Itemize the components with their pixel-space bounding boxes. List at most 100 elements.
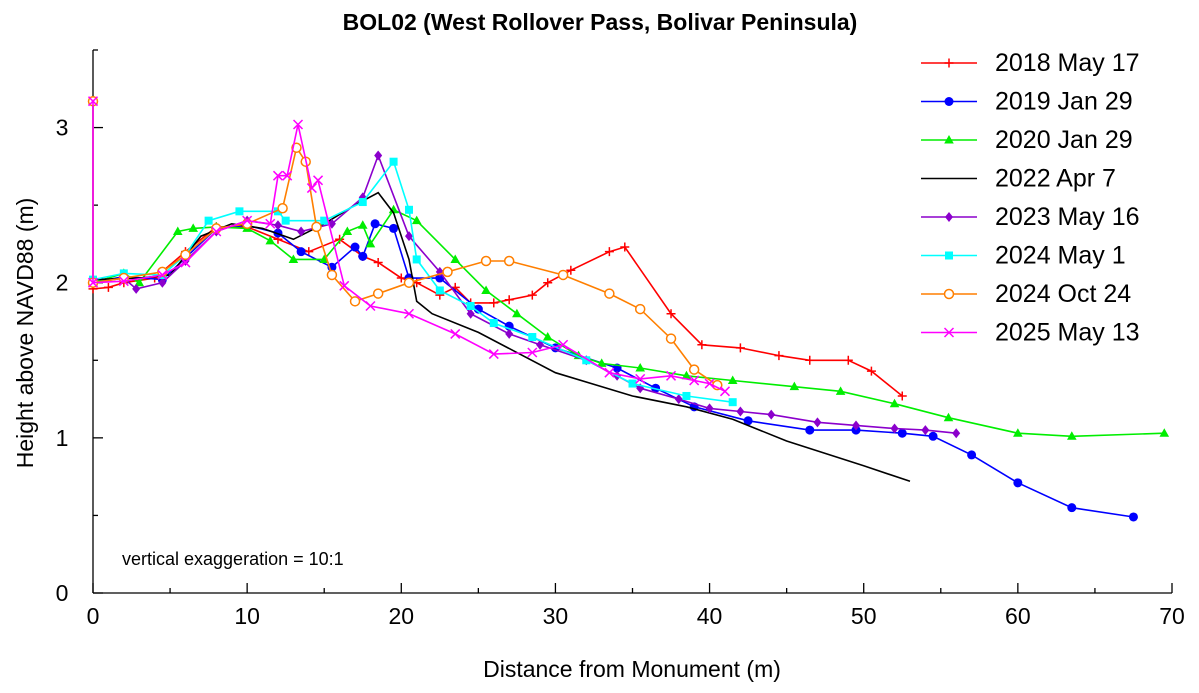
data-point: [967, 450, 977, 460]
data-point: [411, 215, 422, 225]
data-point: [635, 373, 646, 384]
data-point: [118, 276, 129, 287]
data-point: [132, 283, 141, 294]
data-point: [292, 119, 304, 130]
legend-swatch-marker: [943, 288, 955, 300]
legend-swatch-marker: [945, 251, 953, 260]
data-point: [558, 339, 569, 350]
legend-item: 2019 Jan 29: [921, 88, 1133, 116]
chart-title: BOL02 (West Rollover Pass, Bolivar Penin…: [343, 9, 858, 35]
data-point: [265, 235, 276, 245]
legend-item: 2025 May 13: [921, 319, 1140, 347]
data-point: [666, 370, 677, 381]
data-point: [365, 300, 376, 312]
series-line: [92, 101, 1134, 518]
data-point: [488, 349, 499, 360]
data-point: [897, 428, 907, 438]
legend-label: 2019 Jan 29: [995, 88, 1133, 116]
data-point: [370, 219, 380, 229]
data-point: [466, 308, 475, 319]
data-point: [134, 277, 145, 287]
y-tick-label: 1: [56, 425, 69, 451]
legend-item: 2020 Jan 29: [921, 126, 1133, 154]
data-point: [365, 238, 376, 248]
data-point: [681, 370, 692, 380]
data-point: [688, 364, 700, 375]
data-point: [188, 223, 198, 232]
data-point: [339, 280, 350, 291]
data-point: [728, 398, 737, 407]
data-point: [743, 416, 753, 426]
data-point: [889, 398, 900, 408]
data-point: [505, 328, 514, 339]
data-point: [852, 420, 861, 431]
data-point: [403, 308, 415, 319]
legend-item: 2024 Oct 24: [921, 280, 1131, 308]
data-point: [727, 375, 738, 384]
data-point: [504, 295, 514, 305]
data-point: [489, 319, 498, 328]
data-point: [342, 226, 353, 236]
data-point: [634, 303, 646, 315]
data-point: [682, 391, 691, 400]
legend-item: 2022 Apr 7: [921, 165, 1116, 193]
series-3: [92, 101, 911, 483]
data-point: [1067, 503, 1077, 513]
data-point: [921, 425, 930, 436]
data-point: [489, 298, 499, 308]
data-point: [503, 255, 515, 267]
data-point: [450, 254, 461, 263]
data-point: [897, 391, 907, 401]
data-point: [374, 150, 383, 161]
annotation-text: vertical exaggeration = 10:1: [122, 549, 344, 569]
x-tick-label: 0: [87, 603, 100, 629]
legend-swatch-marker: [944, 97, 954, 106]
data-point: [1013, 428, 1023, 437]
data-point: [943, 412, 954, 422]
x-tick-label: 70: [1159, 603, 1185, 629]
data-point: [620, 242, 630, 252]
data-point: [288, 254, 299, 263]
legend-label: 2024 Oct 24: [995, 280, 1131, 308]
data-point: [866, 366, 876, 376]
data-point: [389, 223, 399, 233]
legend-item: 2024 May 1: [921, 242, 1126, 270]
legend-swatch-marker: [944, 135, 954, 144]
y-tick-label: 0: [56, 580, 69, 606]
series-4: [89, 96, 961, 439]
series-line: [92, 101, 718, 386]
legend-item: 2018 May 17: [921, 49, 1140, 77]
data-point: [272, 170, 284, 181]
data-point: [928, 431, 938, 441]
data-point: [604, 288, 615, 299]
data-point: [277, 202, 288, 214]
data-point: [843, 355, 853, 365]
data-point: [473, 304, 483, 314]
data-point: [273, 220, 282, 231]
data-point: [306, 183, 317, 194]
data-point: [273, 207, 282, 216]
data-point: [373, 258, 383, 268]
data-point: [358, 251, 368, 261]
data-point: [157, 269, 168, 280]
data-point: [326, 269, 338, 281]
legend-label: 2025 May 13: [995, 319, 1140, 347]
data-point: [265, 218, 276, 229]
data-point: [87, 96, 99, 107]
data-point: [1067, 431, 1077, 440]
data-point: [805, 355, 815, 365]
y-axis-label: Height above NAVD88 (m): [12, 198, 38, 469]
x-tick-label: 50: [851, 603, 877, 629]
data-point: [372, 288, 384, 299]
data-point: [180, 249, 191, 261]
legend-label: 2023 May 16: [995, 203, 1140, 231]
data-point: [389, 157, 398, 166]
data-point: [543, 278, 553, 288]
data-point: [442, 266, 453, 278]
data-point: [404, 205, 413, 214]
data-point: [320, 216, 329, 225]
data-point: [282, 170, 293, 181]
data-point: [180, 257, 191, 268]
data-point: [1128, 512, 1138, 522]
data-point: [412, 255, 421, 264]
